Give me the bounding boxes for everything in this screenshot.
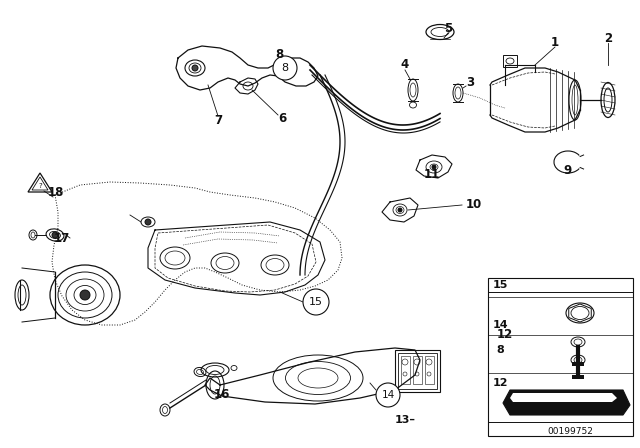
Text: ?: ? (38, 183, 42, 189)
Text: 13–: 13– (394, 415, 415, 425)
Circle shape (432, 165, 436, 169)
Bar (572, 362, 584, 366)
Bar (425, 356, 434, 384)
Circle shape (192, 65, 198, 71)
Text: 15: 15 (309, 297, 323, 307)
Text: 11: 11 (424, 168, 440, 181)
Bar (398, 353, 437, 389)
Text: 1: 1 (551, 35, 559, 48)
Text: 12: 12 (497, 328, 513, 341)
Text: 8: 8 (496, 345, 504, 355)
Text: 3: 3 (466, 76, 474, 89)
Text: 9: 9 (564, 164, 572, 177)
Circle shape (303, 289, 329, 315)
Text: 8: 8 (275, 48, 283, 61)
Text: 16: 16 (214, 388, 230, 401)
Bar (572, 375, 584, 379)
Circle shape (80, 290, 90, 300)
Text: 14: 14 (492, 320, 508, 330)
Text: 5: 5 (444, 22, 452, 34)
Circle shape (52, 232, 58, 238)
Polygon shape (503, 390, 630, 415)
Text: 17: 17 (54, 232, 70, 245)
Circle shape (398, 208, 402, 212)
Text: 6: 6 (278, 112, 286, 125)
Circle shape (273, 56, 297, 80)
Polygon shape (510, 393, 617, 402)
Text: 14: 14 (381, 390, 395, 400)
Text: 12: 12 (492, 378, 508, 388)
Text: 8: 8 (282, 63, 289, 73)
Text: 18: 18 (48, 186, 64, 199)
Text: 2: 2 (604, 31, 612, 44)
Text: 15: 15 (492, 280, 508, 290)
Circle shape (145, 219, 151, 225)
Circle shape (376, 383, 400, 407)
Bar (488, 278, 633, 436)
Bar (401, 356, 410, 384)
Text: 00199752: 00199752 (547, 427, 593, 436)
Text: 7: 7 (214, 113, 222, 126)
Text: 4: 4 (401, 59, 409, 72)
Bar (395, 350, 440, 392)
Bar (503, 55, 517, 67)
Bar (413, 356, 422, 384)
Text: 10: 10 (466, 198, 482, 211)
